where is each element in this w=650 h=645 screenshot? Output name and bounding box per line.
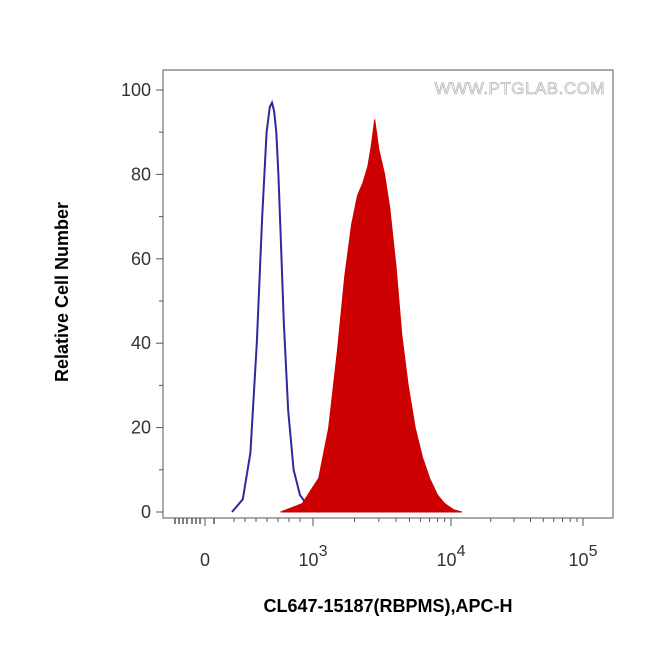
x-tick-exponent: 3 (319, 543, 328, 560)
x-tick-exponent: 4 (457, 543, 466, 560)
x-tick-exponent: 5 (589, 543, 598, 560)
y-tick-label: 80 (131, 164, 151, 184)
x-tick-base: 0 (200, 550, 210, 570)
y-tick-label: 60 (131, 249, 151, 269)
x-tick-base: 10 (299, 550, 319, 570)
x-axis: 0 103 104 105 (174, 518, 598, 570)
watermark: WWW.PTGLAB.COM (435, 79, 605, 98)
x-tick-label: 0 (200, 550, 210, 570)
x-tick-base: 10 (437, 550, 457, 570)
x-tick-base: 10 (569, 550, 589, 570)
y-axis-title: Relative Cell Number (52, 202, 72, 382)
x-tick-label: 103 (299, 543, 328, 570)
y-tick-label: 20 (131, 418, 151, 438)
control-histogram (231, 99, 320, 513)
x-tick-label: 104 (437, 543, 466, 570)
y-axis: 0 20 40 60 80 100 (121, 80, 163, 522)
plot-frame (162, 69, 614, 519)
series-layer (231, 99, 463, 513)
x-tick-label: 105 (569, 543, 598, 570)
y-tick-label: 40 (131, 333, 151, 353)
x-axis-title: CL647-15187(RBPMS),APC-H (263, 596, 512, 616)
y-tick-label: 0 (141, 502, 151, 522)
y-tick-label: 100 (121, 80, 151, 100)
sample-histogram (280, 119, 463, 513)
